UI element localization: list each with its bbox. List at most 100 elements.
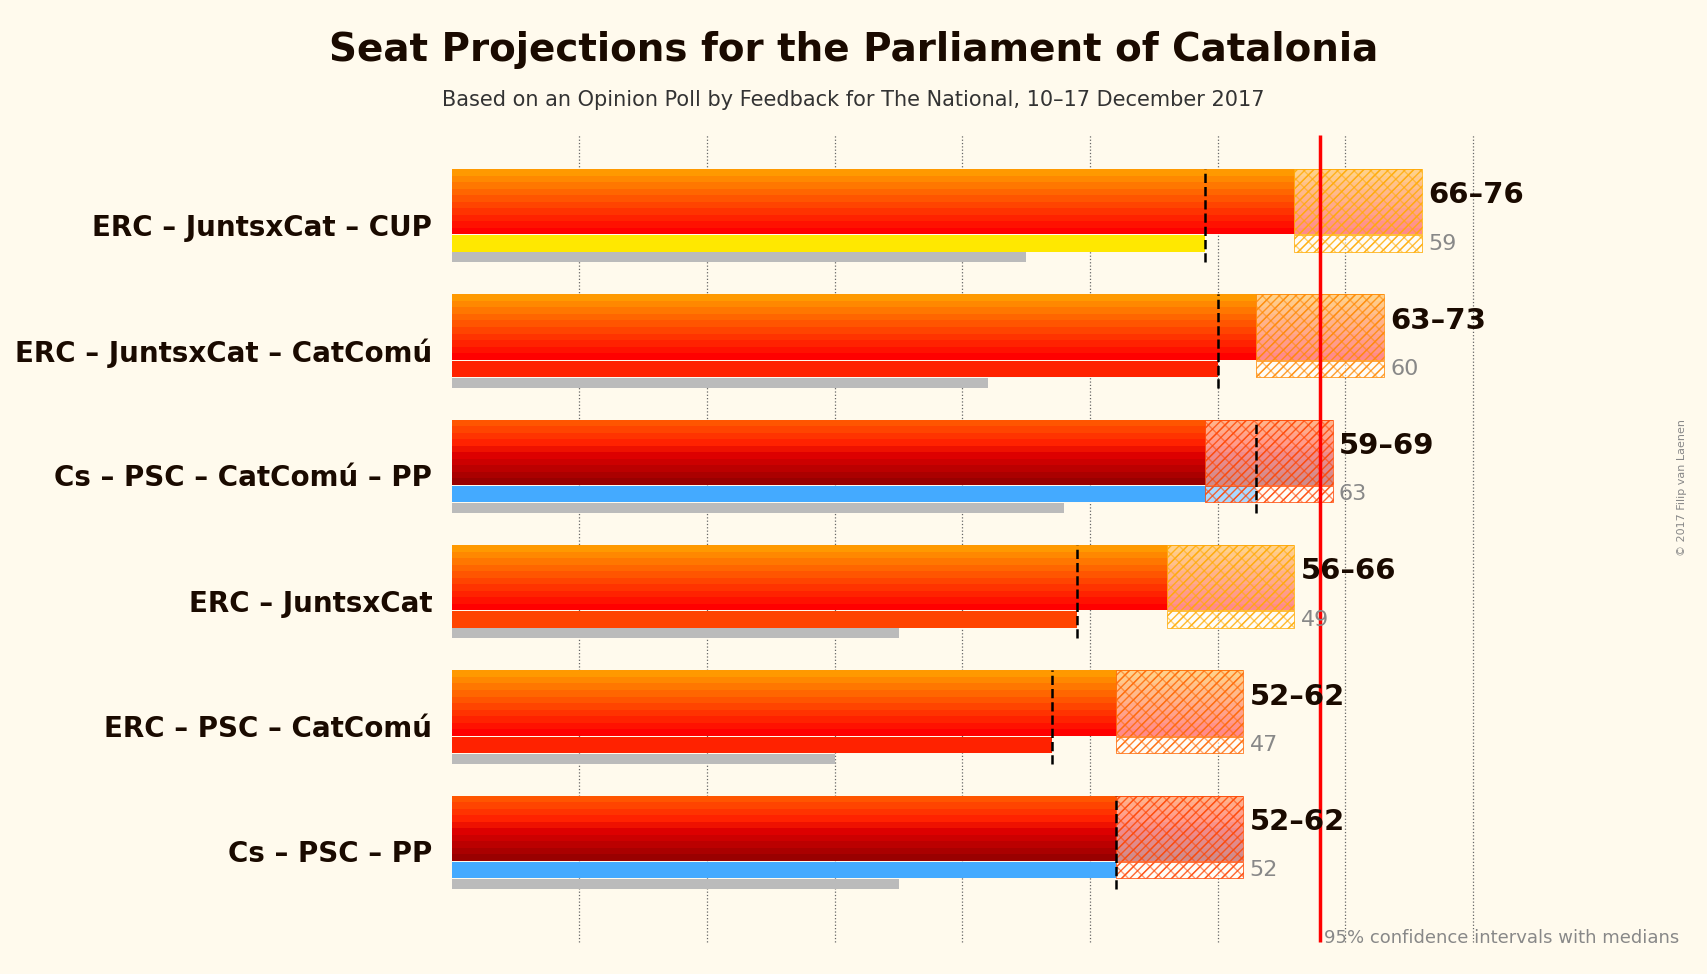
Bar [452, 236, 1205, 251]
Bar [452, 754, 835, 764]
Bar [452, 551, 1294, 558]
Bar [452, 880, 898, 889]
Bar [452, 584, 1294, 590]
Bar [452, 459, 1333, 466]
Bar [452, 252, 1026, 262]
Bar [452, 360, 1217, 377]
Text: 52–62: 52–62 [1250, 683, 1345, 711]
Bar [452, 347, 1384, 353]
Bar [452, 301, 1384, 308]
Text: 59–69: 59–69 [1338, 432, 1434, 460]
Bar [452, 340, 1384, 347]
Bar [1205, 486, 1333, 503]
Bar [452, 333, 1384, 340]
Text: 56–66: 56–66 [1301, 557, 1396, 585]
Bar [452, 214, 1422, 221]
Bar [452, 696, 1243, 703]
Bar [452, 862, 1116, 879]
Text: 47: 47 [1250, 735, 1279, 755]
Bar [452, 420, 1333, 427]
Bar [452, 228, 1422, 234]
Bar [1116, 670, 1243, 735]
Bar [452, 565, 1294, 571]
Text: Based on an Opinion Poll by Feedback for The National, 10–17 December 2017: Based on an Opinion Poll by Feedback for… [442, 90, 1265, 110]
Bar [452, 202, 1422, 208]
Bar [452, 822, 1243, 828]
Bar [452, 723, 1243, 730]
Bar [452, 353, 1384, 359]
Bar [452, 828, 1243, 835]
Bar [1205, 420, 1333, 485]
Bar [1256, 360, 1384, 377]
Bar [452, 842, 1243, 848]
Bar [452, 314, 1384, 320]
Bar [452, 189, 1422, 195]
Bar [1116, 736, 1243, 753]
Bar [452, 612, 1077, 628]
Bar [452, 175, 1422, 182]
Bar [1116, 862, 1243, 879]
Bar [452, 446, 1333, 452]
Bar [452, 677, 1243, 684]
Bar [1116, 796, 1243, 861]
Bar [452, 439, 1333, 446]
Bar [1294, 169, 1422, 234]
Bar [1256, 294, 1384, 359]
Bar [452, 803, 1243, 808]
Text: © 2017 Filip van Laenen: © 2017 Filip van Laenen [1676, 419, 1687, 555]
Bar [452, 684, 1243, 690]
Bar [452, 854, 1243, 861]
Text: 63–73: 63–73 [1389, 307, 1487, 335]
Bar [452, 578, 1294, 584]
Text: 60: 60 [1389, 359, 1419, 379]
Bar [1294, 236, 1422, 251]
Bar [452, 320, 1384, 327]
Bar [452, 378, 988, 388]
Bar [1205, 420, 1333, 485]
Bar [452, 628, 898, 638]
Bar [452, 195, 1422, 202]
Bar [452, 796, 1243, 803]
Bar [1116, 862, 1243, 879]
Bar [452, 847, 1243, 854]
Bar [452, 815, 1243, 822]
Bar [452, 169, 1422, 175]
Text: 49: 49 [1301, 610, 1330, 629]
Bar [452, 597, 1294, 604]
Bar [1256, 360, 1384, 377]
Bar [452, 503, 1065, 513]
Bar [1256, 294, 1384, 359]
Bar [452, 294, 1384, 301]
Bar [1116, 736, 1243, 753]
Bar [452, 709, 1243, 716]
Bar [452, 478, 1333, 485]
Bar [1116, 670, 1243, 735]
Text: Seat Projections for the Parliament of Catalonia: Seat Projections for the Parliament of C… [329, 31, 1378, 69]
Bar [452, 604, 1294, 611]
Bar [452, 221, 1422, 228]
Bar [1166, 545, 1294, 610]
Bar [452, 703, 1243, 709]
Text: 52–62: 52–62 [1250, 808, 1345, 836]
Bar [452, 716, 1243, 723]
Text: 59: 59 [1429, 234, 1456, 253]
Bar [452, 427, 1333, 432]
Bar [452, 471, 1333, 478]
Bar [452, 466, 1333, 471]
Text: 52: 52 [1250, 860, 1279, 880]
Bar [452, 590, 1294, 597]
Bar [452, 835, 1243, 842]
Bar [452, 670, 1243, 677]
Bar [452, 558, 1294, 565]
Bar [452, 690, 1243, 696]
Bar [452, 327, 1384, 333]
Bar [452, 182, 1422, 189]
Bar [1166, 612, 1294, 628]
Text: 95% confidence intervals with medians: 95% confidence intervals with medians [1323, 929, 1680, 947]
Bar [1205, 486, 1333, 503]
Text: 66–76: 66–76 [1429, 181, 1524, 209]
Bar [1116, 796, 1243, 861]
Bar [452, 208, 1422, 214]
Bar [1166, 612, 1294, 628]
Bar [452, 808, 1243, 815]
